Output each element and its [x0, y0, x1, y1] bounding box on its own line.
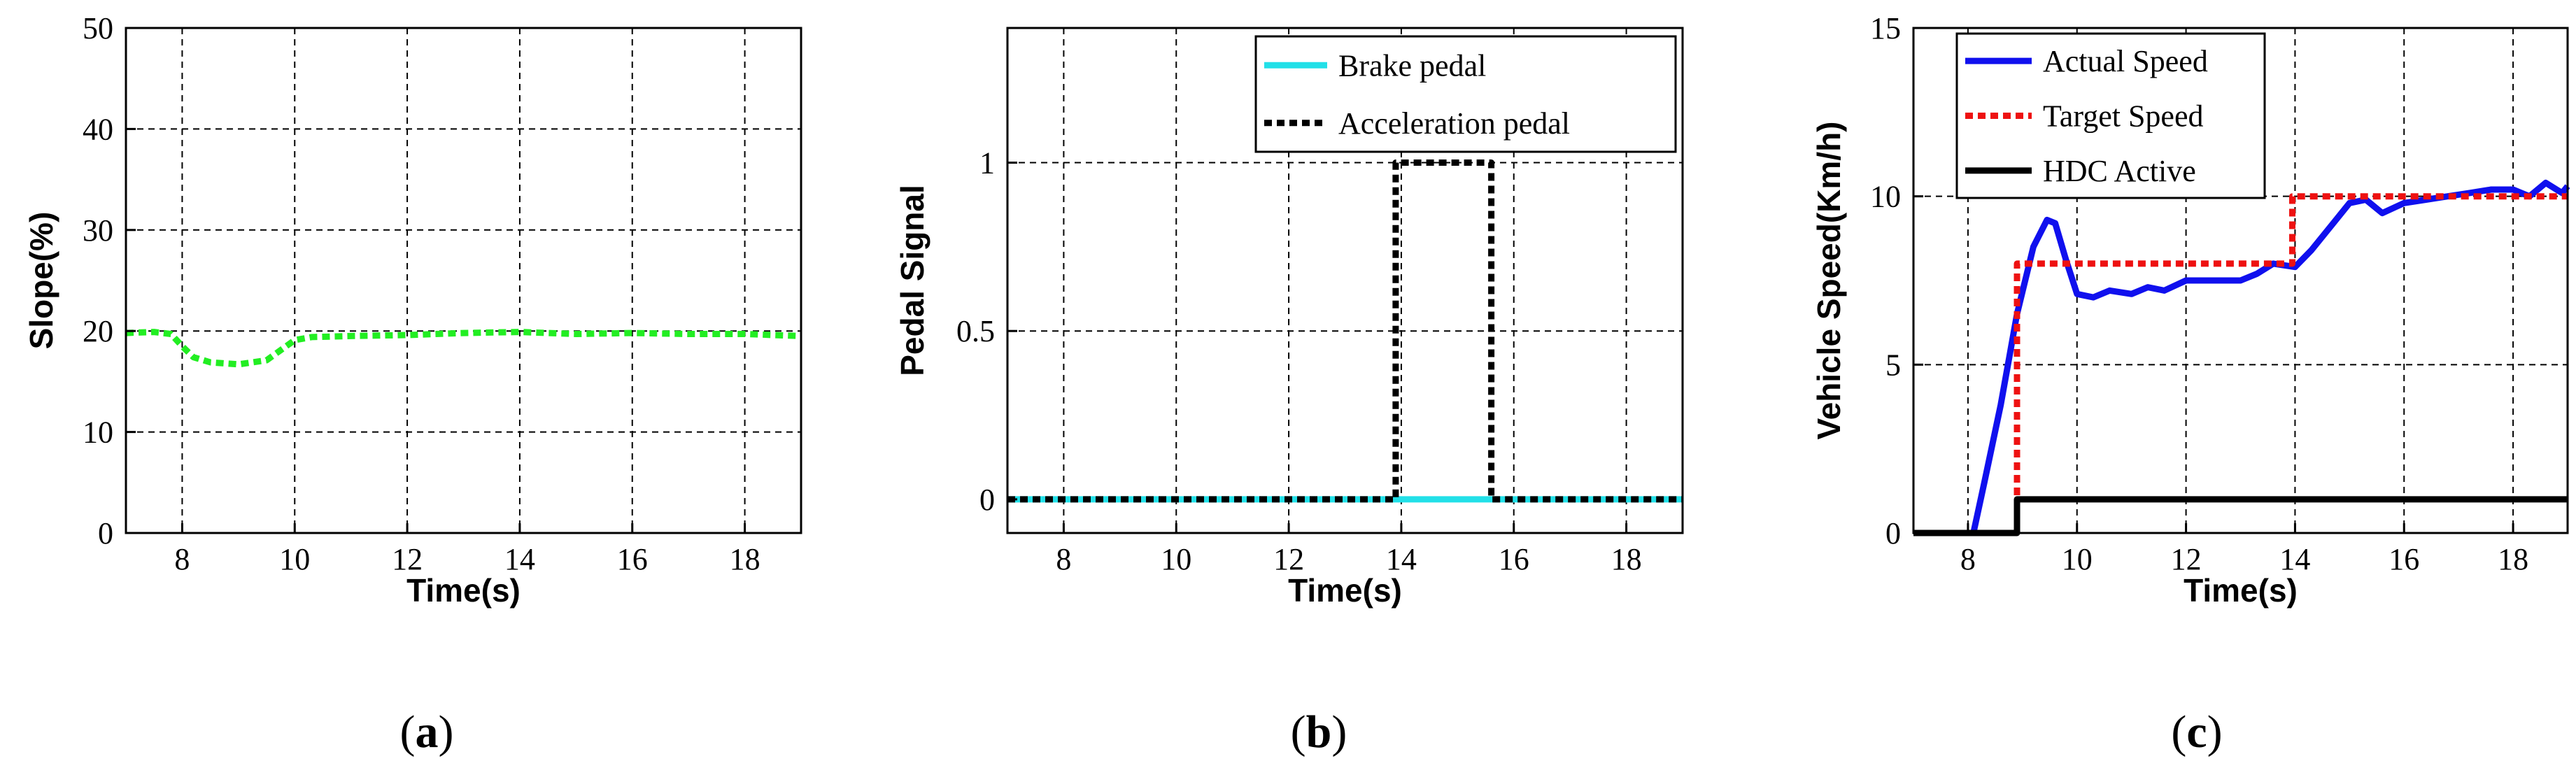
series-line-actual-speed	[1913, 179, 2570, 536]
legend-label: Actual Speed	[2043, 44, 2208, 78]
y-tick-label: 10	[1870, 180, 1901, 214]
y-axis-label: Pedal Signal	[894, 185, 930, 376]
series-line-acceleration-pedal	[1007, 159, 1683, 503]
panel-caption: (c)	[2171, 706, 2222, 758]
legend-box	[1254, 35, 1677, 153]
chart-panel-c: 8 10 12 14 16 18 0 5 10 15 Time(s) Vehicle Speed(Km…	[1811, 11, 2570, 758]
chart-panel-a: 8 10 12 14 16 18 0 10 20 30 40 50 Time(s) Slope(%) (a)	[23, 11, 802, 758]
caption-paren-open: (	[1291, 706, 1306, 758]
x-tick-label: 18	[2498, 542, 2528, 576]
x-tick-label: 10	[2062, 542, 2093, 576]
y-tick-label: 10	[83, 415, 113, 450]
x-tick-label: 10	[279, 542, 310, 576]
axes-frame	[1006, 27, 1684, 534]
y-tick-label: 0	[1885, 516, 1901, 550]
y-tick-label: 1	[979, 146, 995, 180]
x-tick-label: 14	[504, 542, 535, 576]
x-tick-label: 12	[1273, 542, 1304, 576]
legend: Brake pedal Acceleration pedal	[1254, 35, 1677, 153]
caption-letter: a	[416, 706, 439, 758]
x-axis-label: Time(s)	[2184, 572, 2298, 609]
x-tick-label: 16	[2389, 542, 2419, 576]
x-tick-label: 18	[730, 542, 760, 576]
caption-paren-close: )	[1331, 706, 1347, 758]
caption-paren-close: )	[439, 706, 454, 758]
legend: Actual Speed Target Speed HDC Active	[1955, 32, 2266, 199]
legend-label: Acceleration pedal	[1338, 106, 1570, 141]
chart-panel-b: 8 10 12 14 16 18 0 0.5 1 Time(s) Pedal Signal Brake…	[894, 27, 1684, 758]
y-tick-label: 5	[1885, 348, 1901, 382]
y-tick-label: 15	[1870, 11, 1901, 45]
x-axis-label: Time(s)	[406, 572, 521, 609]
y-tick-label: 0.5	[956, 314, 995, 348]
x-tick-label: 8	[174, 542, 190, 576]
plot-area	[126, 28, 801, 533]
x-tick-label: 16	[1499, 542, 1529, 576]
caption-letter: b	[1306, 706, 1332, 758]
y-axis-label: Slope(%)	[23, 212, 59, 350]
axes-frame	[125, 27, 802, 534]
axes-frame	[1912, 27, 2569, 534]
x-tick-label: 8	[1056, 542, 1071, 576]
series-line-slope	[125, 329, 802, 368]
y-tick-label: 40	[83, 112, 113, 146]
y-tick-label: 0	[979, 483, 995, 517]
x-tick-label: 14	[2279, 542, 2310, 576]
panel-caption: (b)	[1291, 706, 1347, 758]
x-tick-label: 14	[1386, 542, 1417, 576]
y-tick-label: 20	[83, 314, 113, 348]
y-axis-label: Vehicle Speed(Km/h)	[1811, 121, 1847, 439]
x-tick-label: 12	[392, 542, 423, 576]
x-tick-label: 12	[2171, 542, 2202, 576]
legend-label: Target Speed	[2043, 99, 2203, 134]
caption-paren-open: (	[400, 706, 416, 758]
legend-label: HDC Active	[2043, 154, 2196, 188]
x-tick-label: 16	[617, 542, 648, 576]
y-tick-label: 30	[83, 213, 113, 248]
series-line-target-speed	[2014, 193, 2568, 533]
y-tick-label: 50	[83, 11, 113, 45]
panel-caption: (a)	[400, 706, 454, 758]
x-tick-label: 10	[1161, 542, 1191, 576]
x-tick-label: 8	[1960, 542, 1976, 576]
caption-paren-open: (	[2171, 706, 2186, 758]
caption-letter: c	[2186, 706, 2207, 758]
legend-label: Brake pedal	[1338, 48, 1486, 83]
x-axis-label: Time(s)	[1288, 572, 1402, 609]
caption-paren-close: )	[2207, 706, 2223, 758]
y-tick-label: 0	[98, 516, 113, 550]
x-tick-label: 18	[1611, 542, 1642, 576]
